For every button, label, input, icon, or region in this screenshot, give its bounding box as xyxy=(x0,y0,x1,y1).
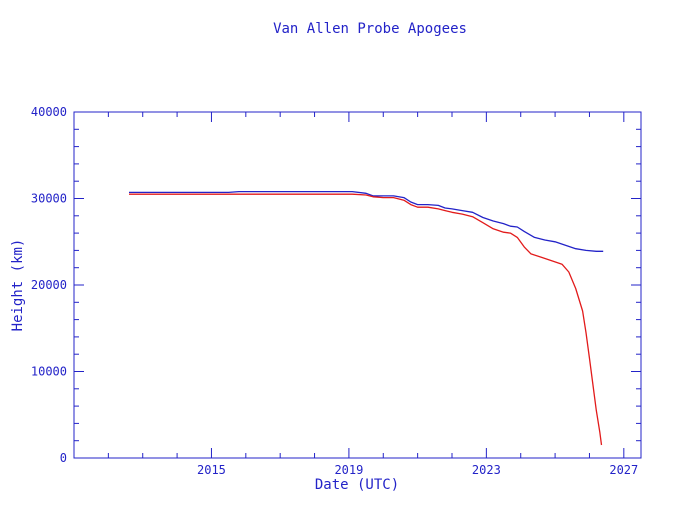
x-tick-label: 2027 xyxy=(609,463,638,477)
series-line-2 xyxy=(129,193,603,446)
y-tick-label: 40000 xyxy=(31,105,67,119)
x-tick-label: 2015 xyxy=(197,463,226,477)
y-tick-label: 30000 xyxy=(31,192,67,206)
plot-frame xyxy=(73,111,642,459)
series-lines xyxy=(129,190,604,446)
x-tick-label: 2023 xyxy=(472,463,501,477)
x-axis-label: Date (UTC) xyxy=(315,477,399,493)
y-tick-label: 0 xyxy=(60,451,67,465)
x-tick-label: 2019 xyxy=(334,463,363,477)
chart-title: Van Allen Probe Apogees xyxy=(273,21,467,37)
y-tick-labels: 0 10000 20000 30000 40000 xyxy=(31,105,67,465)
y-tick-label: 20000 xyxy=(31,278,67,292)
y-tick-label: 10000 xyxy=(31,365,67,379)
x-tick-labels: 2015 2019 2023 2027 xyxy=(197,463,638,477)
axis-ticks xyxy=(74,111,641,459)
series-line-1 xyxy=(129,190,604,252)
y-axis-label: Height (km) xyxy=(10,239,26,332)
